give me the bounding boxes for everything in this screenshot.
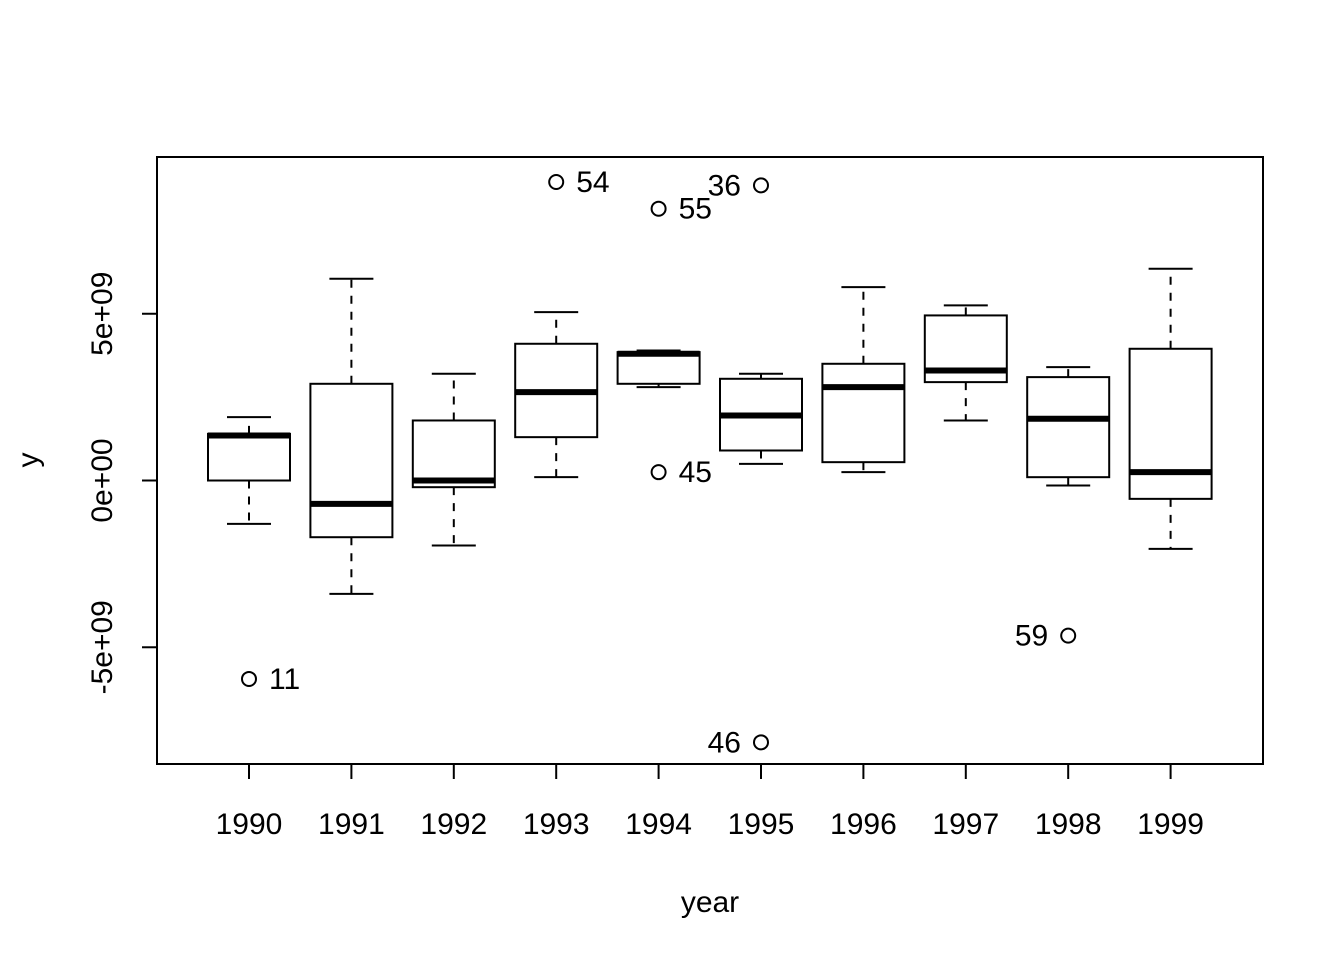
- box-iqr: [821, 362, 906, 464]
- outlier-45: 45: [650, 456, 712, 489]
- y-tick-label: -5e+09: [86, 600, 119, 694]
- outliers: 11 54 55 45 36 46 59: [241, 166, 1077, 759]
- box-1991: [309, 277, 394, 595]
- box-1993: [514, 311, 599, 479]
- outlier-point: [650, 200, 667, 217]
- outlier-point: [650, 464, 667, 481]
- box-1998: [1026, 366, 1111, 487]
- box-iqr: [1128, 347, 1213, 500]
- box-1996: [821, 286, 906, 474]
- outlier-point: [1060, 627, 1077, 644]
- outlier-36: 36: [708, 169, 769, 202]
- box-1990: [207, 416, 291, 525]
- y-tick-label: 0e+00: [86, 438, 119, 522]
- outlier-label: 36: [708, 169, 741, 202]
- box-iqr: [207, 432, 291, 482]
- box-1995: [719, 372, 803, 465]
- box-iqr: [1026, 376, 1111, 479]
- x-tick-label: 1999: [1137, 808, 1204, 841]
- x-tick-label: 1992: [420, 808, 487, 841]
- box-iqr: [616, 351, 701, 385]
- x-tick-label: 1997: [932, 808, 999, 841]
- x-tick-label: 1991: [318, 808, 385, 841]
- x-axis-label: year: [681, 886, 739, 919]
- outlier-point: [753, 734, 769, 751]
- outlier-label: 11: [269, 663, 300, 696]
- box-1992: [411, 372, 496, 547]
- outlier-59: 59: [1015, 620, 1077, 653]
- x-tick-label: 1993: [523, 808, 590, 841]
- x-tick-label: 1994: [625, 808, 692, 841]
- outlier-46: 46: [708, 726, 769, 759]
- box-1997: [923, 304, 1008, 422]
- x-tick-label: 1998: [1035, 808, 1102, 841]
- outlier-label: 46: [708, 726, 741, 759]
- box-1994: [616, 349, 701, 389]
- outlier-label: 45: [679, 456, 712, 489]
- x-tick-label: 1990: [216, 808, 283, 841]
- x-tick-label: 1996: [830, 808, 897, 841]
- y-axis: -5e+09 0e+00 5e+09: [86, 272, 158, 694]
- box-1999: [1128, 267, 1213, 550]
- box-iqr: [309, 382, 394, 539]
- outlier-point: [548, 174, 565, 191]
- outlier-55: 55: [650, 193, 712, 226]
- outlier-label: 59: [1015, 620, 1048, 653]
- outlier-54: 54: [548, 166, 610, 199]
- x-axis: 1990 1991 1992 1993 1994 1995 1996 1997 1998 1999: [216, 763, 1204, 841]
- box-iqr: [411, 419, 496, 489]
- y-axis-label: y: [12, 453, 45, 468]
- outlier-label: 54: [576, 166, 609, 199]
- y-tick-label: 5e+09: [86, 272, 119, 356]
- x-tick-label: 1995: [728, 808, 795, 841]
- boxes: [207, 267, 1213, 595]
- outlier-11: 11: [241, 663, 300, 696]
- outlier-label: 55: [679, 193, 712, 226]
- outlier-point: [753, 177, 769, 194]
- outlier-point: [241, 670, 257, 687]
